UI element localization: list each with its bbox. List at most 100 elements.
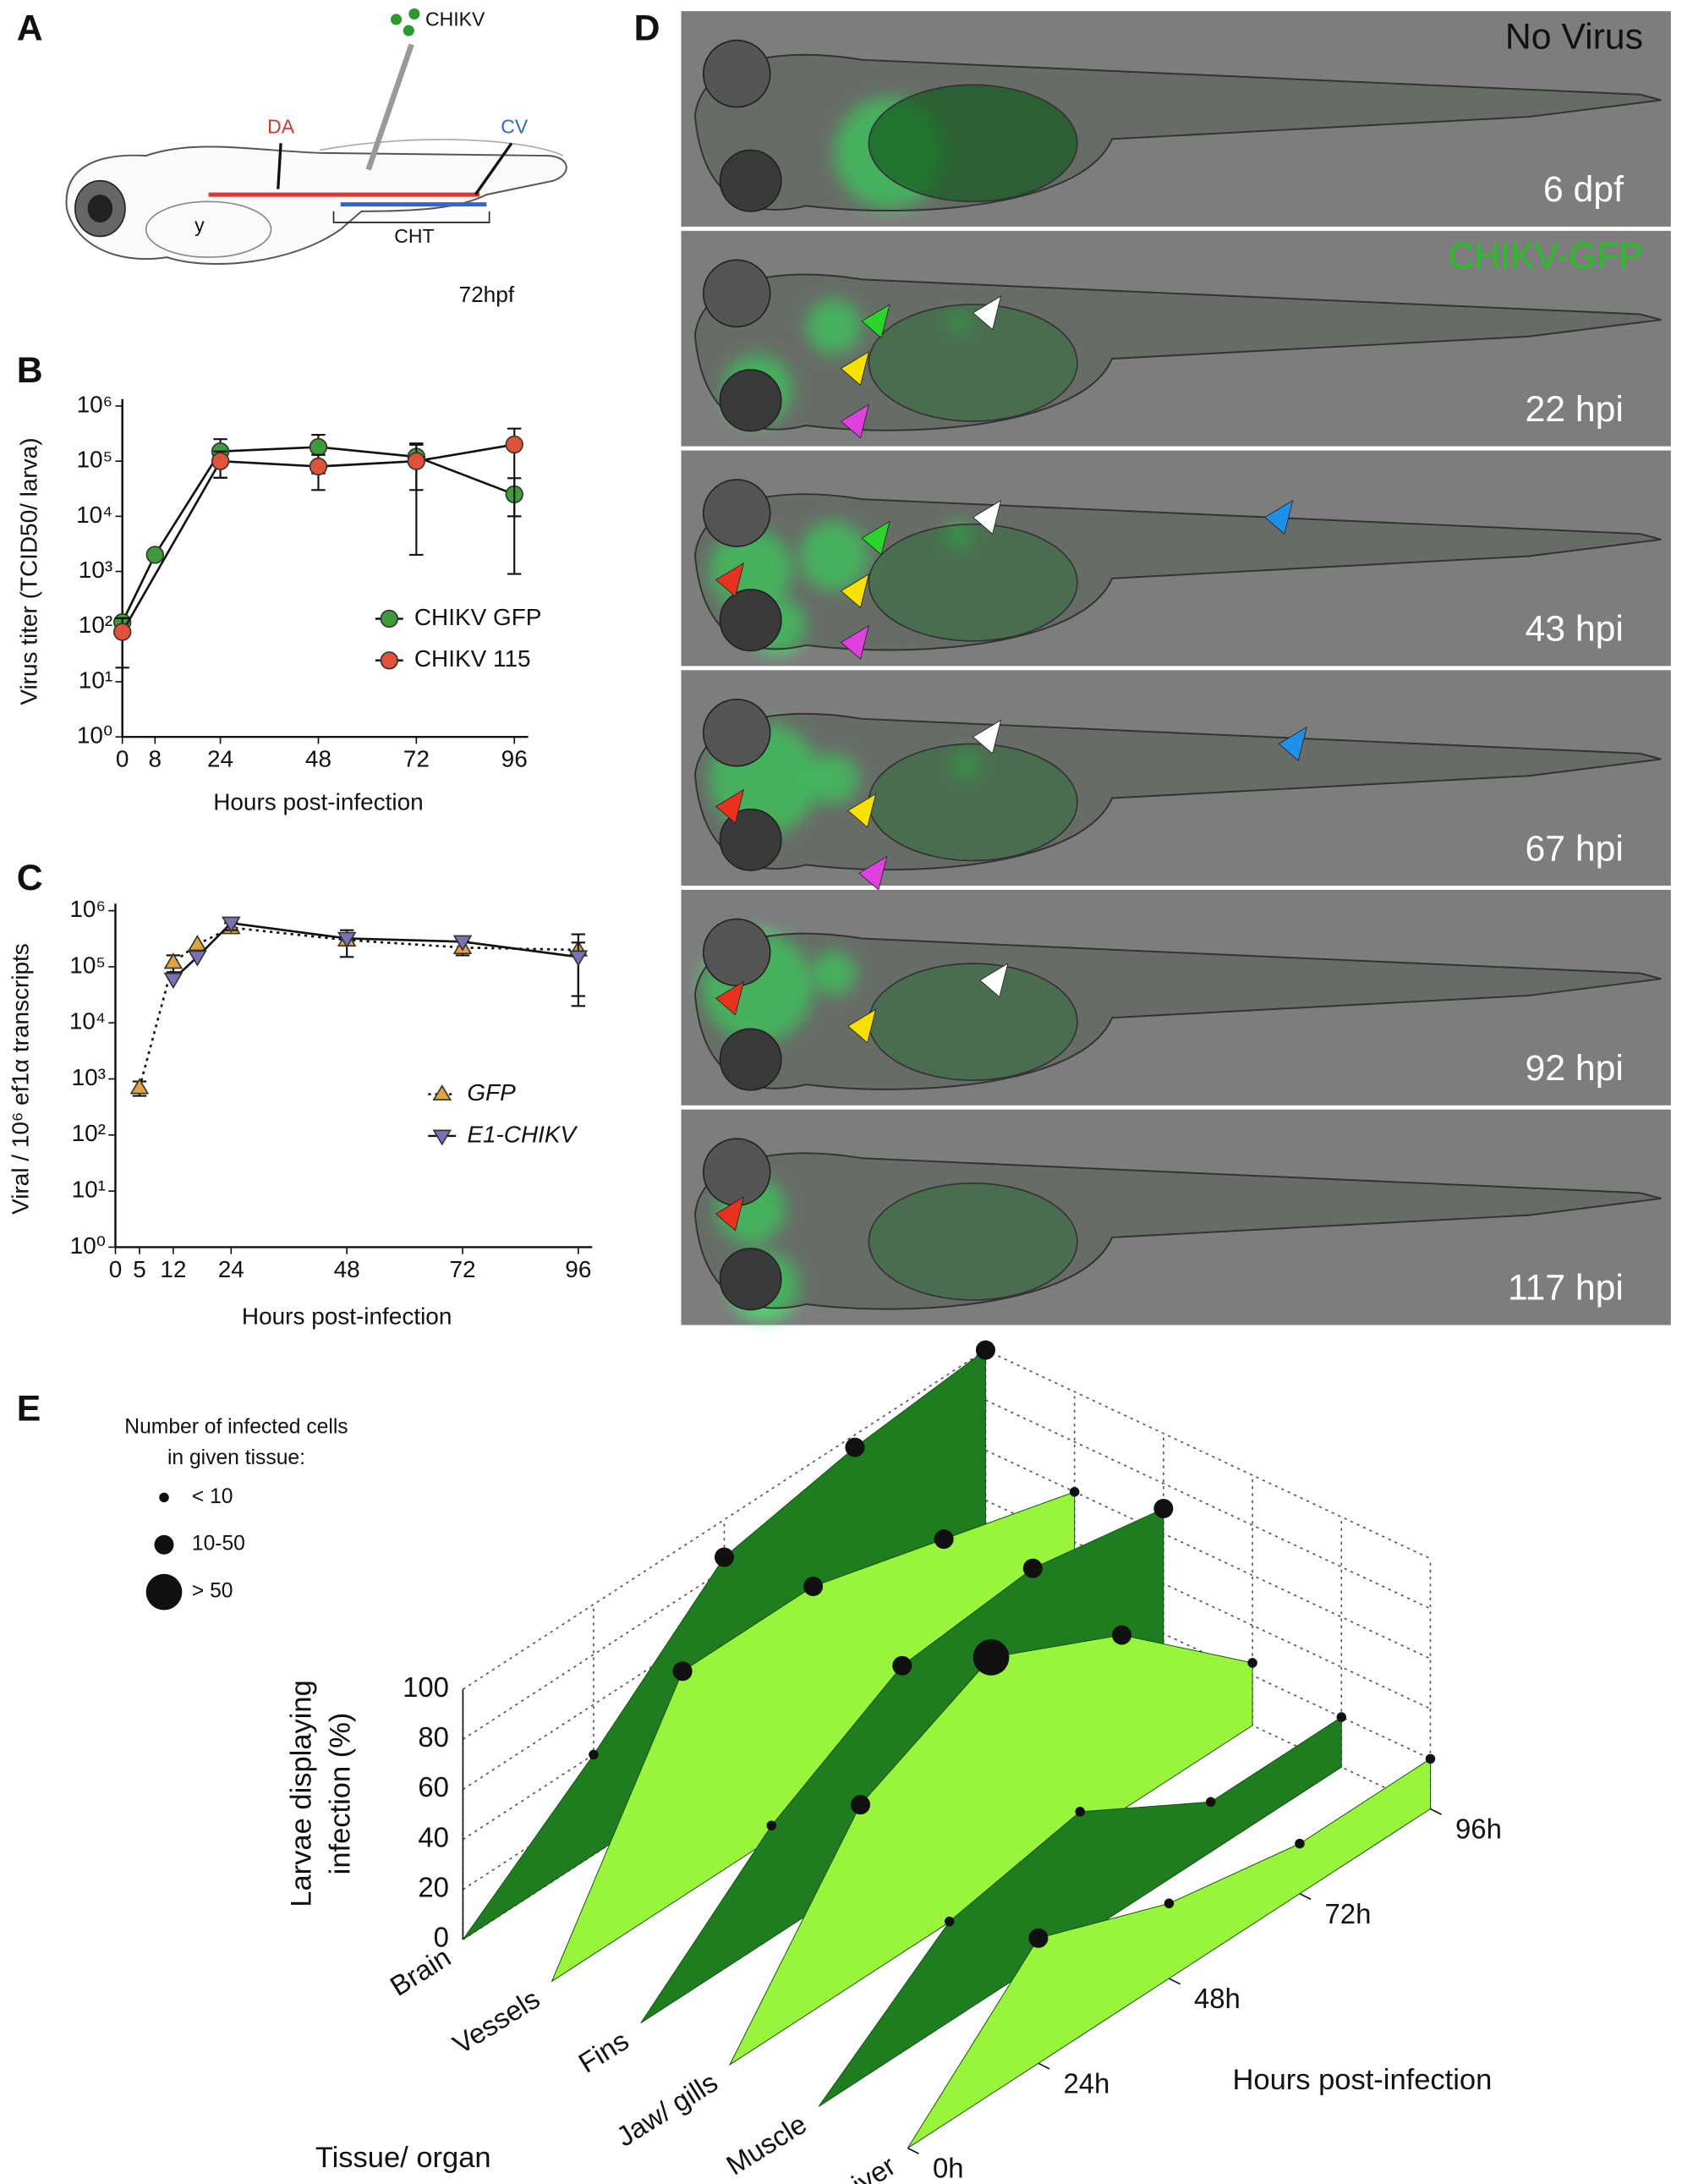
point: [1205, 1797, 1216, 1808]
category-label: Muscle: [720, 2108, 812, 2181]
label: y: [194, 214, 205, 236]
y-tick-label: 96h: [1455, 1814, 1502, 1845]
label: 72hpf: [458, 282, 514, 307]
point: [1075, 1807, 1085, 1817]
z-tick-label: 80: [418, 1721, 449, 1753]
arrowhead: [715, 562, 745, 597]
arrowhead: [715, 1196, 745, 1232]
series-line: [121, 446, 515, 623]
label: DA: [267, 115, 295, 137]
arrow: [474, 142, 513, 196]
cht-bracket: [332, 211, 490, 223]
y-tick: [1299, 1893, 1312, 1901]
legend-marker: [432, 1129, 452, 1146]
yolk: [868, 1183, 1078, 1301]
category-label: Brain: [385, 1941, 457, 2002]
point: [892, 1655, 912, 1676]
marker: [568, 950, 589, 967]
marker: [129, 1078, 150, 1095]
size-legend-label: 10-50: [192, 1533, 245, 1556]
point: [972, 1638, 1010, 1676]
point: [1247, 1658, 1257, 1668]
marker: [188, 935, 207, 952]
eye: [719, 1028, 782, 1091]
eye: [702, 698, 771, 767]
marker: [309, 437, 328, 457]
size-legend-marker: [154, 1534, 174, 1555]
arrowhead: [715, 788, 745, 824]
x-axis-title: Hours post-infection: [213, 788, 423, 815]
panel-label: A: [17, 8, 43, 48]
arrowhead: [979, 963, 1009, 998]
arrowhead: [858, 855, 888, 891]
marker: [222, 916, 241, 933]
gfp-signal: [945, 521, 973, 550]
marker: [505, 435, 523, 454]
point: [1153, 1498, 1174, 1518]
y-tick-label: 24h: [1063, 2067, 1109, 2099]
yolk: [868, 304, 1078, 422]
x-tick-label: 96: [565, 1256, 591, 1282]
point: [672, 1661, 693, 1682]
x-tick-label: 24: [207, 746, 233, 772]
y-tick-label: 10¹: [72, 1177, 106, 1203]
eye: [702, 918, 771, 987]
eye: [719, 589, 782, 652]
arrowhead: [840, 403, 870, 439]
yolk: [868, 84, 1078, 203]
arrowhead: [1264, 499, 1294, 535]
y-tick-label: 10⁶: [69, 896, 106, 922]
size-legend-marker: [145, 1573, 183, 1611]
arrowhead: [972, 719, 1002, 755]
time-label: 6 dpf: [1543, 169, 1624, 210]
series-line: [172, 921, 579, 980]
eye: [719, 1248, 782, 1311]
point: [1069, 1486, 1080, 1497]
y-tick-label: 10⁰: [70, 1232, 106, 1259]
y-tick-label: 10⁵: [69, 952, 106, 978]
time-label: 117 hpi: [1508, 1268, 1624, 1309]
x-axis-title: Tissue/ organ: [315, 2142, 491, 2174]
z-tick-label: 40: [418, 1821, 449, 1852]
eye: [719, 808, 782, 871]
gfp-signal: [806, 299, 863, 355]
y-tick-label: 10¹: [79, 667, 112, 693]
legend-marker: [380, 651, 398, 670]
x-tick-label: 24: [218, 1256, 244, 1282]
label: CHT: [394, 225, 434, 247]
micrograph: [681, 1109, 1671, 1325]
marker: [145, 546, 164, 564]
y-axis-title: Virus titer (TCID50/ larva): [16, 437, 42, 705]
grid-line: [985, 1399, 1431, 1610]
gfp-signal: [799, 521, 869, 591]
point: [803, 1577, 824, 1597]
eye: [702, 479, 771, 547]
panel-label: C: [17, 858, 43, 898]
point: [975, 1340, 995, 1360]
z-tick-label: 60: [418, 1771, 449, 1803]
yolk: [868, 963, 1078, 1082]
point: [766, 1820, 777, 1830]
arrowhead: [972, 295, 1002, 331]
yolk: [868, 743, 1078, 862]
size-legend-label: > 50: [192, 1580, 233, 1603]
legend-label: CHIKV GFP: [414, 604, 542, 630]
y-tick: [1430, 1808, 1442, 1815]
point: [944, 1916, 955, 1927]
panel-label: E: [17, 1389, 41, 1429]
marker: [337, 931, 357, 948]
arrowhead: [847, 793, 877, 828]
y-axis-title: Hours post-infection: [1232, 2064, 1492, 2096]
gfp-signal: [811, 951, 857, 996]
marker: [211, 452, 230, 470]
legend-marker: [432, 1084, 452, 1101]
arrowhead: [847, 1008, 877, 1044]
micrograph-label: No Virus: [1505, 16, 1643, 57]
point: [1425, 1753, 1436, 1764]
arrowhead: [840, 573, 870, 609]
x-tick-label: 8: [149, 746, 162, 772]
x-tick-label: 72: [449, 1256, 475, 1282]
y-tick-label: 0h: [933, 2153, 964, 2184]
y-tick: [1038, 2062, 1050, 2070]
legend-label: E1-CHIKV: [467, 1121, 578, 1147]
